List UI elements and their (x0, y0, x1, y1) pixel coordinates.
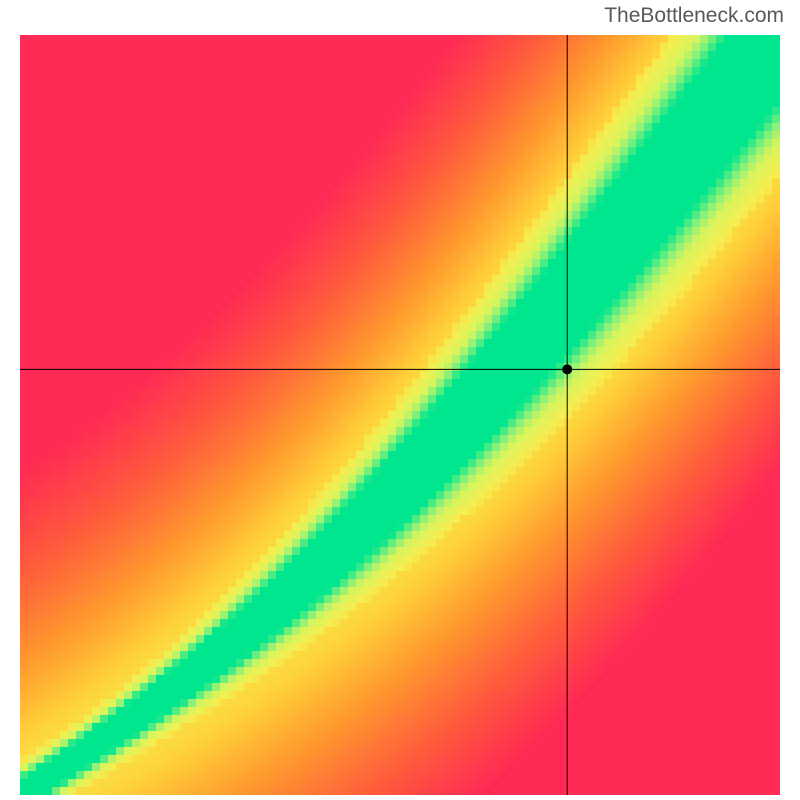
watermark-text: TheBottleneck.com (604, 4, 784, 28)
figure: TheBottleneck.com (0, 0, 800, 800)
bottleneck-heatmap (20, 35, 780, 795)
plot-area (20, 35, 780, 795)
